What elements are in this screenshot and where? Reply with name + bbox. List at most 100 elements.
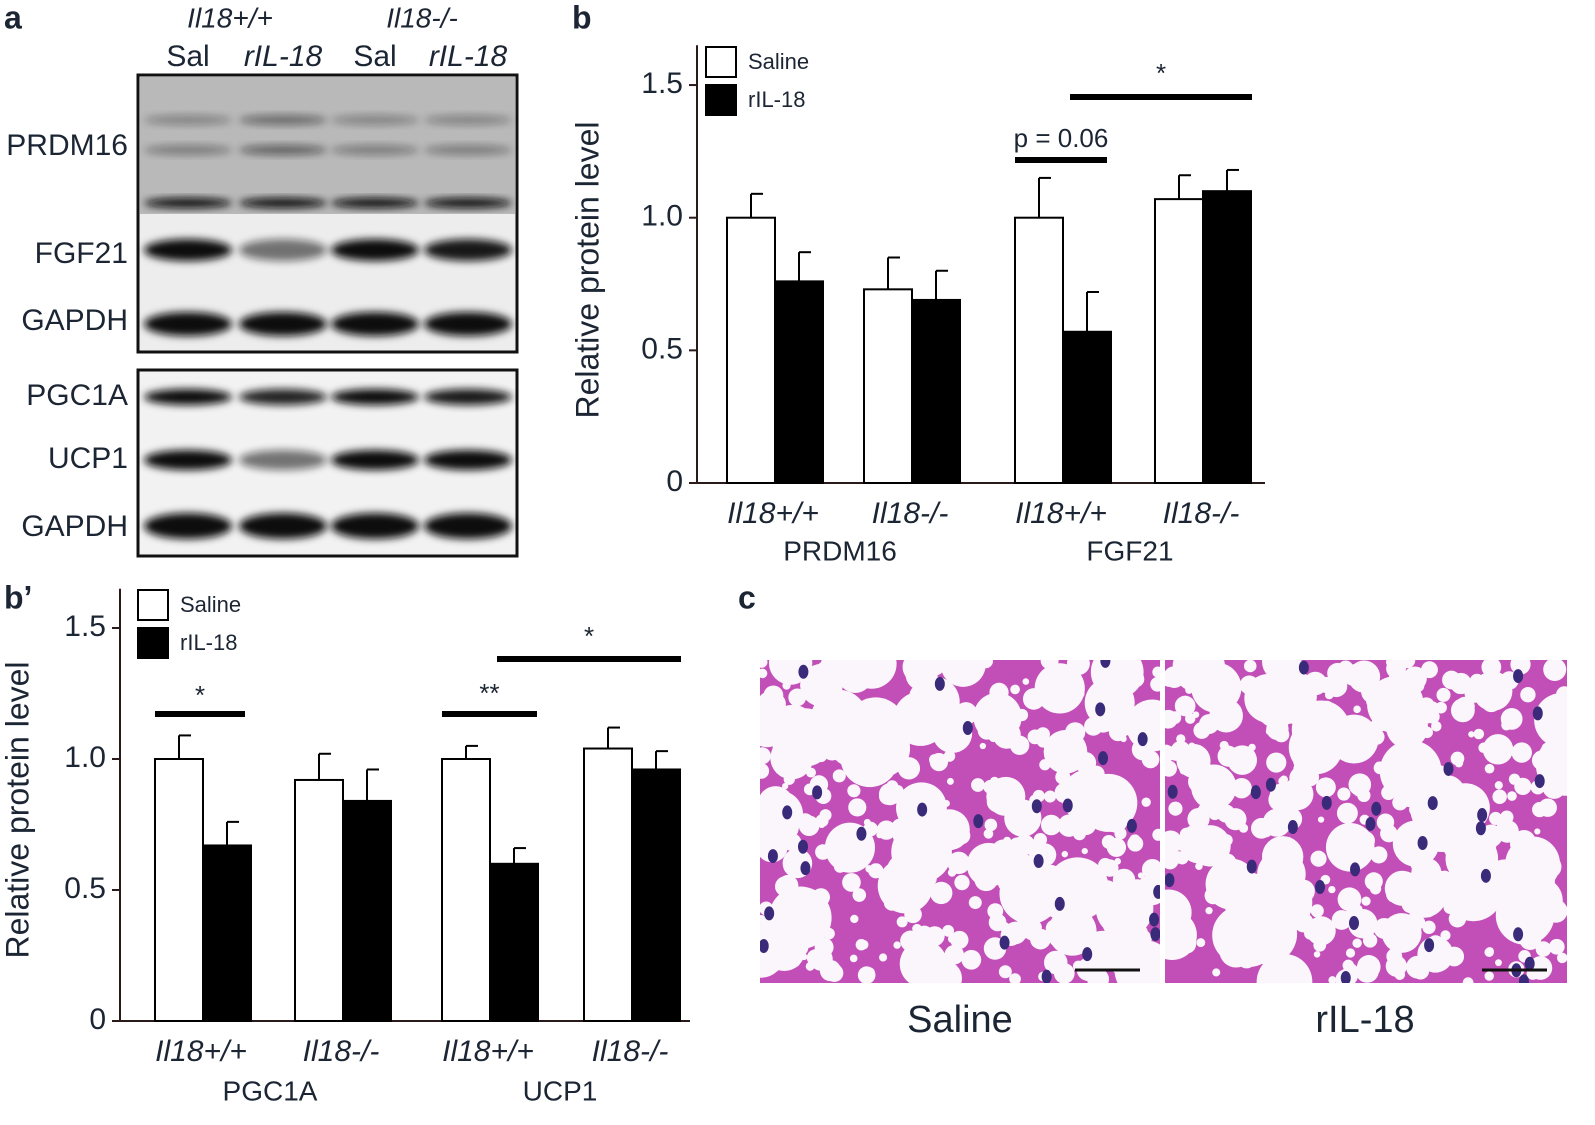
adipocyte: [912, 923, 922, 934]
adipocyte: [1239, 675, 1259, 695]
nucleus: [1137, 732, 1148, 747]
adipocyte: [1294, 685, 1309, 700]
adipocyte: [1465, 848, 1473, 856]
adipocyte: [1165, 912, 1177, 926]
bar: [489, 862, 539, 1022]
adipocyte: [1015, 708, 1029, 722]
adipocyte: [1009, 973, 1021, 983]
adipocyte: [1385, 660, 1396, 668]
blot-band: [239, 389, 327, 405]
nucleus: [767, 849, 778, 864]
nucleus: [1098, 751, 1109, 766]
blot-band: [424, 115, 512, 125]
adipocyte: [1507, 791, 1517, 801]
nucleus: [800, 861, 811, 876]
x-tick-label: Il18-/-: [1163, 497, 1240, 530]
adipocyte: [1196, 938, 1206, 948]
adipocyte: [815, 844, 831, 860]
y-tick-label: 1.0: [64, 741, 106, 774]
nucleus: [798, 664, 809, 679]
adipocyte: [1319, 761, 1328, 770]
adipocyte: [1174, 695, 1196, 717]
blot-band: [144, 145, 232, 155]
adipocyte: [1035, 727, 1050, 742]
panel-label: a: [4, 0, 22, 35]
adipocyte: [1399, 660, 1416, 669]
adipocyte: [1484, 763, 1495, 774]
nucleus: [1443, 761, 1454, 776]
adipocyte: [1478, 742, 1489, 754]
bar: [1154, 198, 1204, 484]
adipocyte: [1464, 682, 1485, 703]
adipocyte: [1114, 940, 1160, 983]
adipocyte: [1257, 849, 1306, 899]
adipocyte: [1373, 918, 1395, 939]
adipocyte: [1484, 971, 1494, 981]
adipocyte: [1514, 777, 1532, 796]
adipocyte: [817, 661, 832, 676]
nucleus: [1477, 808, 1488, 823]
adipocyte: [782, 782, 789, 790]
adipocyte: [772, 795, 780, 803]
adipocyte: [866, 664, 883, 680]
adipocyte: [1473, 728, 1485, 740]
nucleus: [782, 805, 793, 820]
blot-band: [331, 513, 419, 539]
adipocyte: [1310, 850, 1327, 867]
adipocyte: [1494, 781, 1503, 790]
panel-label: b: [572, 0, 592, 35]
bar: [342, 799, 392, 1022]
adipocyte: [914, 794, 921, 801]
adipocyte: [1106, 837, 1127, 857]
adipocyte: [1535, 941, 1552, 957]
nucleus: [1062, 798, 1073, 813]
histology-image: [1165, 660, 1567, 983]
adipocyte: [1212, 968, 1221, 977]
adipocyte: [1394, 969, 1406, 980]
adipocyte: [1137, 872, 1145, 879]
adipocyte: [971, 778, 985, 792]
adipocyte: [951, 665, 965, 679]
legend-label: rIL-18: [180, 630, 237, 655]
adipocyte: [1462, 977, 1474, 983]
adipocyte: [850, 914, 859, 924]
blot-band: [424, 513, 512, 539]
adipocyte: [1559, 719, 1567, 732]
adipocyte: [817, 718, 837, 738]
adipocyte: [1534, 828, 1541, 835]
adipocyte: [1556, 952, 1567, 964]
adipocyte: [1152, 666, 1160, 678]
adipocyte: [1492, 789, 1507, 805]
blot-protein: PGC1A: [26, 379, 128, 412]
adipocyte: [1136, 874, 1160, 906]
adipocyte: [1168, 801, 1183, 816]
nucleus: [1041, 969, 1052, 983]
adipocyte: [783, 833, 802, 852]
adipocyte: [1081, 847, 1088, 855]
adipocyte: [1266, 752, 1287, 773]
adipocyte: [891, 821, 952, 883]
adipocyte: [986, 791, 1008, 813]
histology-caption: Saline: [907, 999, 1013, 1041]
adipocyte: [1128, 923, 1149, 944]
adipocyte: [1049, 820, 1059, 831]
nucleus: [1031, 799, 1042, 814]
blot-band: [331, 239, 419, 261]
adipocyte: [1495, 959, 1502, 967]
blot-protein: UCP1: [48, 442, 128, 475]
bar: [631, 768, 681, 1022]
blot-treatment: rIL-18: [244, 40, 323, 73]
adipocyte: [1456, 809, 1463, 817]
adipocyte: [1220, 860, 1227, 867]
adipocyte: [1440, 930, 1451, 941]
adipocyte: [1306, 916, 1336, 946]
adipocyte: [1034, 663, 1085, 714]
blot-band: [144, 389, 232, 405]
adipocyte: [1141, 858, 1160, 880]
adipocyte: [768, 704, 817, 754]
nucleus: [760, 939, 769, 954]
adipocyte: [1458, 917, 1465, 924]
histology-image: [760, 660, 1160, 983]
y-tick-label: 1.0: [641, 200, 683, 233]
adipocyte: [1285, 836, 1292, 844]
